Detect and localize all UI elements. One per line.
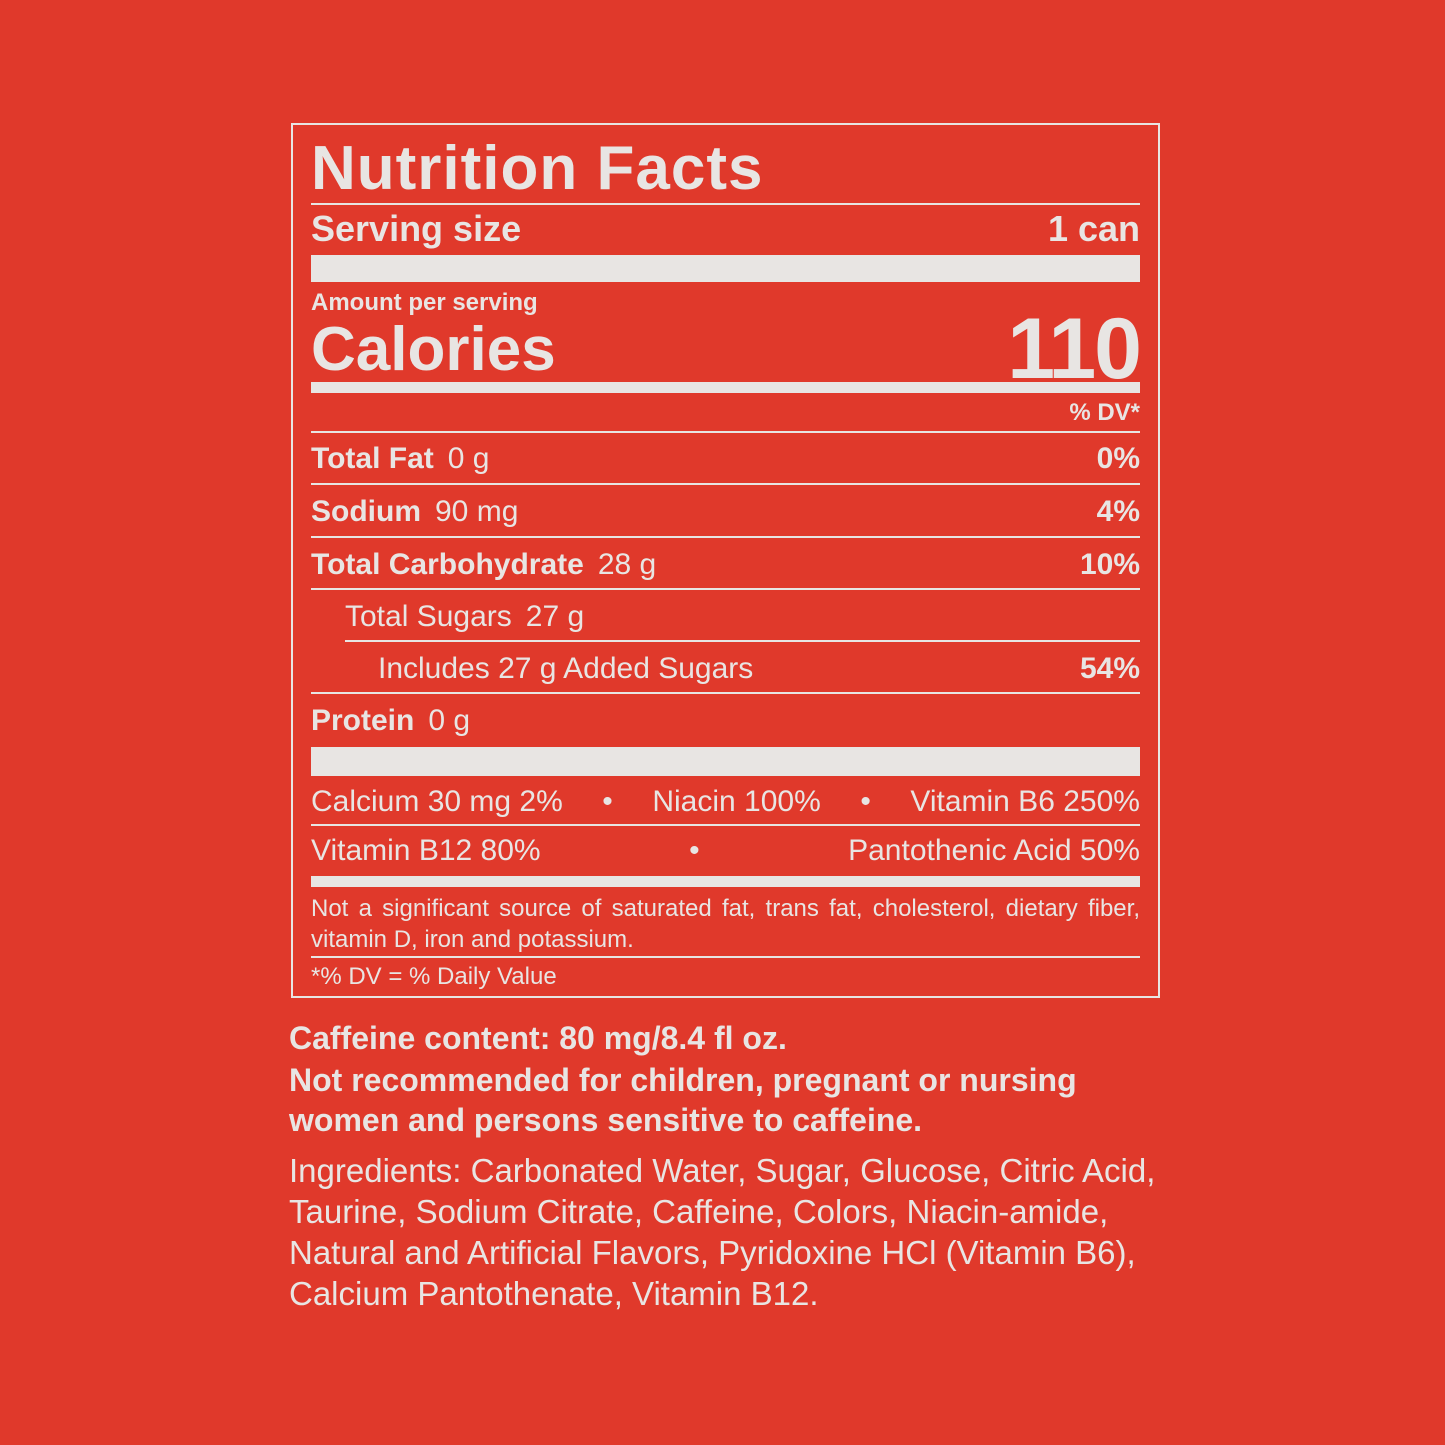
vitamin-item: Niacin 100% (652, 785, 821, 818)
medium-divider (311, 382, 1140, 393)
calories-value: 110 (1007, 300, 1142, 397)
vitamin-item: Vitamin B12 80% (311, 834, 541, 867)
nutrient-dv: 54% (1079, 652, 1140, 685)
bullet-separator: • (602, 785, 613, 818)
nutrient-name: Includes 27 g Added Sugars (378, 652, 754, 685)
ingredients: Ingredients: Carbonated Water, Sugar, Gl… (289, 1152, 1156, 1312)
nutrient-amount: 90 mg (435, 495, 519, 528)
amount-per-serving: Amount per serving (311, 289, 538, 316)
nutrient-amount: 28 g (597, 548, 657, 581)
caffeine-content: Caffeine content: 80 mg/8.4 fl oz. (289, 1020, 787, 1056)
divider (311, 956, 1140, 958)
nutrient-row-added-sugars: Includes 27 g Added Sugars 54% (378, 644, 1140, 694)
nutrition-facts-panel: Nutrition Facts Serving size 1 can Amoun… (291, 123, 1160, 998)
nutrient-row-sodium: Sodium 90 mg 4% (311, 487, 1140, 537)
divider (311, 536, 1140, 538)
dv-note: *% DV = % Daily Value (311, 963, 557, 990)
nutrient-dv: 4% (1096, 495, 1140, 528)
calories-label: Calories (311, 314, 556, 384)
nutrient-dv: 0% (1096, 442, 1140, 475)
nutrient-row-total-carbohydrate: Total Carbohydrate 28 g 10% (311, 540, 1140, 590)
nutrient-name: Total Carbohydrate (311, 548, 584, 581)
thick-divider (311, 255, 1140, 282)
serving-size-value: 1 can (1047, 208, 1140, 249)
divider (311, 692, 1140, 694)
serving-size-row: Serving size 1 can (311, 207, 1140, 251)
vitamins-row-2: Vitamin B12 80% • Pantothenic Acid 50% (311, 834, 1140, 868)
divider (311, 588, 1140, 590)
vitamin-item: Vitamin B6 250% (910, 785, 1140, 818)
nutrient-amount: 0 g (447, 442, 490, 475)
divider (345, 640, 1140, 642)
medium-divider (311, 876, 1140, 887)
vitamin-item: Pantothenic Acid 50% (848, 834, 1140, 867)
nutrient-name: Total Fat (311, 442, 434, 475)
serving-size-label: Serving size (311, 208, 522, 249)
footnote: Not a significant source of saturated fa… (311, 895, 1140, 953)
nutrient-name: Protein (311, 704, 415, 737)
vitamins-row-1: Calcium 30 mg 2% • Niacin 100% • Vitamin… (311, 785, 1140, 819)
nutrient-amount: 0 g (428, 704, 471, 737)
nutrient-name: Total Sugars (345, 600, 512, 633)
nutrient-dv: 10% (1079, 548, 1140, 581)
vitamin-item: Calcium 30 mg 2% (311, 785, 563, 818)
bullet-separator: • (860, 785, 871, 818)
bullet-separator: • (689, 834, 700, 867)
divider (311, 431, 1140, 433)
caffeine-warning: Not recommended for children, pregnant o… (289, 1062, 1077, 1138)
nutrient-amount: 27 g (525, 600, 585, 633)
nutrient-row-total-sugars: Total Sugars 27 g (345, 592, 1140, 642)
nutrient-row-total-fat: Total Fat 0 g 0% (311, 435, 1140, 483)
divider (311, 203, 1140, 205)
nutrient-row-protein: Protein 0 g (311, 696, 1140, 746)
divider (311, 483, 1140, 485)
nutrient-name: Sodium (311, 495, 421, 528)
divider (311, 824, 1140, 826)
label-title: Nutrition Facts (311, 134, 764, 203)
calories-row: Calories 110 (311, 301, 1142, 397)
dv-header: % DV* (1069, 399, 1140, 426)
thick-divider (311, 747, 1140, 776)
